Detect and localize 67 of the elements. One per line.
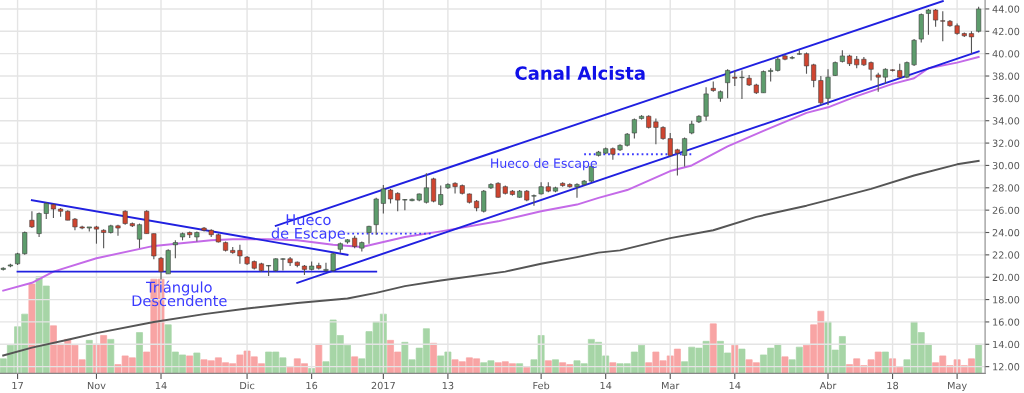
x-tick-label: Mar xyxy=(662,381,680,390)
bar xyxy=(523,367,531,374)
candlestick xyxy=(366,225,372,245)
x-tick-label: 17 xyxy=(12,381,23,390)
candlestick xyxy=(976,6,982,33)
candlestick xyxy=(674,148,680,177)
x-tick-label: 14 xyxy=(155,381,167,390)
x-tick-label: Nov xyxy=(87,381,106,390)
y-tick-label: 30.00 xyxy=(992,161,1020,170)
y-tick-label: 22.00 xyxy=(992,251,1020,259)
y-tick-label: 16.00 xyxy=(993,318,1020,326)
bar xyxy=(738,348,746,374)
candlestick xyxy=(968,30,974,55)
y-tick-label: 36.00 xyxy=(992,94,1020,103)
bar xyxy=(430,342,437,374)
annotation: Triángulo Descendente xyxy=(132,280,227,307)
x-tick-label: 16 xyxy=(306,381,318,390)
candlestick xyxy=(136,223,142,249)
bar xyxy=(351,356,359,374)
annotation: Hueco de Escape xyxy=(491,158,597,171)
bar xyxy=(193,352,201,374)
candlestick xyxy=(725,68,731,99)
x-tick-label: 14 xyxy=(600,381,612,390)
x-tick-label: Abr xyxy=(819,381,837,390)
y-tick-label: 32.00 xyxy=(992,139,1020,147)
candlestick xyxy=(423,172,429,204)
candlestick xyxy=(22,230,28,256)
y-tick-label: 38.00 xyxy=(992,72,1020,80)
y-tick-label: 24.00 xyxy=(992,228,1020,237)
y-tick-label: 34.00 xyxy=(992,117,1020,125)
x-tick-label: May xyxy=(948,381,967,392)
x-tick-label: 14 xyxy=(729,381,741,390)
y-tick-label: 18.00 xyxy=(993,296,1020,304)
y-tick-label: 14.00 xyxy=(993,340,1020,349)
bar xyxy=(781,356,789,374)
bar xyxy=(544,360,552,374)
x-tick-label: 2017 xyxy=(371,381,395,390)
y-tick-label: 20.00 xyxy=(992,273,1020,282)
candlestick xyxy=(875,72,881,93)
annotation: Canal Alcista xyxy=(515,65,645,80)
candlestick xyxy=(682,136,688,168)
y-tick-label: 26.00 xyxy=(992,206,1020,214)
candlestick xyxy=(438,185,444,207)
bar xyxy=(107,339,115,374)
bar xyxy=(709,323,717,374)
y-tick-label: 28.00 xyxy=(992,184,1020,192)
y-tick-label: 40.00 xyxy=(992,50,1020,58)
bar xyxy=(516,363,524,374)
line-series xyxy=(2,160,980,357)
bar xyxy=(315,343,323,374)
candlestick xyxy=(760,69,766,94)
x-tick-label: Dic xyxy=(240,381,255,390)
bar xyxy=(609,362,617,374)
bar xyxy=(186,355,194,374)
candlestick xyxy=(925,8,931,36)
x-tick-label: 13 xyxy=(442,381,454,390)
y-tick-label: 44.00 xyxy=(992,5,1020,13)
bar xyxy=(28,283,36,374)
bar xyxy=(975,343,983,374)
bar xyxy=(552,359,559,374)
bar xyxy=(136,332,143,374)
y-tick-label: 12.00 xyxy=(993,363,1020,371)
bar xyxy=(85,340,93,374)
x-tick-label: Feb xyxy=(533,381,550,390)
x-tick-label: 18 xyxy=(887,381,899,390)
bar xyxy=(882,351,889,374)
y-tick-label: 42.00 xyxy=(992,27,1020,36)
